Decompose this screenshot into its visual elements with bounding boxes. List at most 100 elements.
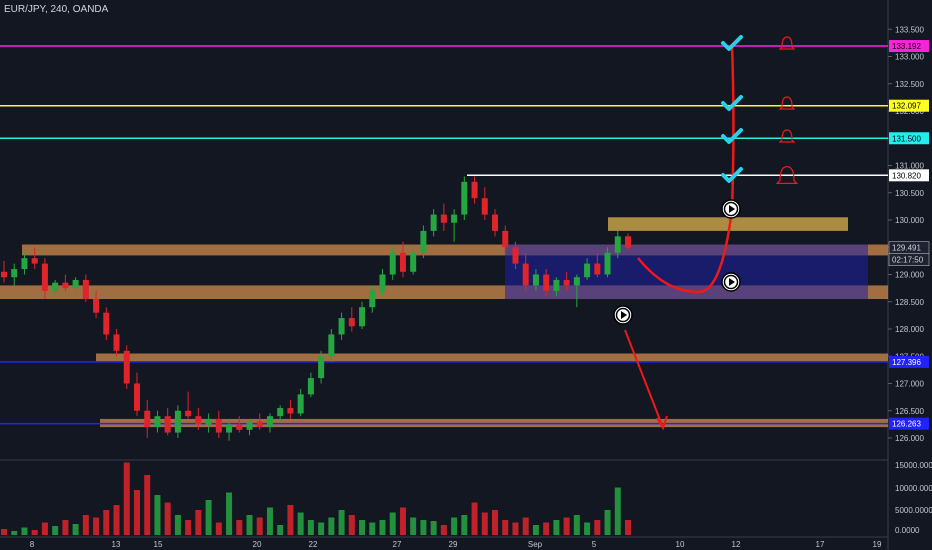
volume-bar xyxy=(481,512,488,535)
candle-body xyxy=(553,279,560,291)
candle-body xyxy=(277,408,284,417)
candle-body xyxy=(614,236,621,253)
volume-bar xyxy=(287,505,294,535)
volume-bar xyxy=(338,510,345,535)
volume-bar xyxy=(522,517,529,535)
check-icon xyxy=(721,95,743,111)
candle-body xyxy=(52,282,59,291)
candle-body xyxy=(72,279,79,289)
x-tick-label: 5 xyxy=(592,540,597,549)
candle-body xyxy=(307,378,314,395)
candle-body xyxy=(318,356,325,379)
x-tick-label: 13 xyxy=(112,540,121,549)
alert-bell-icon xyxy=(778,129,796,143)
volume-bar xyxy=(72,524,79,535)
volume-bar xyxy=(430,521,437,535)
candle-body xyxy=(123,350,130,384)
x-tick-label: 22 xyxy=(309,540,318,549)
volume-bar xyxy=(164,502,171,535)
y-tick-label: 128.500 xyxy=(895,298,924,307)
volume-bar xyxy=(451,517,458,535)
candle-body xyxy=(1,271,7,278)
volume-bar xyxy=(399,507,406,535)
candle-body xyxy=(246,421,253,430)
level-price-tag xyxy=(889,417,929,430)
volume-bar xyxy=(21,527,28,535)
zone-gold xyxy=(608,217,848,231)
y-tick-label: 130.500 xyxy=(895,189,924,198)
candle-body xyxy=(287,408,294,414)
candle-body xyxy=(410,252,417,272)
candle-body xyxy=(328,334,335,357)
candle-body xyxy=(604,252,611,275)
candle-body xyxy=(41,263,48,291)
volume-bar xyxy=(123,462,130,535)
volume-bar xyxy=(348,515,355,535)
candle-body xyxy=(584,263,591,278)
candle-body xyxy=(133,383,140,411)
volume-bar xyxy=(113,505,120,535)
volume-bar xyxy=(553,520,560,535)
level-price-label: 132.097 xyxy=(892,102,921,111)
candle-body xyxy=(154,416,161,428)
candle-body xyxy=(185,410,192,417)
candle-body xyxy=(461,181,468,215)
alert-bell-icon xyxy=(778,96,796,110)
x-tick-label: 29 xyxy=(449,540,458,549)
volume-bar xyxy=(584,522,591,535)
volume-bar xyxy=(11,531,18,535)
price-label: 129.491 xyxy=(892,244,921,253)
candle-body xyxy=(113,334,120,351)
volume-bar xyxy=(144,475,151,535)
volume-bar xyxy=(226,492,233,535)
check-icon xyxy=(721,35,743,51)
candle-body xyxy=(226,424,233,433)
level-price-tag xyxy=(889,132,929,145)
candle-body xyxy=(430,214,437,231)
volume-bar xyxy=(205,500,212,535)
y-tick-label: 126.500 xyxy=(895,407,924,416)
volume-bar xyxy=(256,517,263,535)
volume-bar xyxy=(532,525,539,535)
volume-tick-label: 15000.0000 xyxy=(895,461,932,470)
candle-body xyxy=(297,394,304,414)
candle-body xyxy=(266,416,273,428)
down-arrow-head xyxy=(656,415,668,431)
volume-bar xyxy=(297,512,304,535)
candle-body xyxy=(174,410,181,433)
candle-body xyxy=(93,299,100,313)
volume-bar xyxy=(389,512,396,535)
volume-bar xyxy=(1,529,7,535)
level-price-label: 127.396 xyxy=(892,358,921,367)
volume-bar xyxy=(185,520,192,535)
volume-bar xyxy=(41,522,48,535)
candle-body xyxy=(512,247,519,264)
candle-body xyxy=(451,214,458,223)
volume-bar xyxy=(512,522,519,535)
level-price-label: 126.263 xyxy=(892,420,921,429)
zone-orange xyxy=(22,244,888,256)
y-tick-label: 127.000 xyxy=(895,380,924,389)
x-tick-label: 8 xyxy=(30,540,35,549)
chart-title: EUR/JPY, 240, OANDA xyxy=(4,4,109,15)
y-tick-label: 126.000 xyxy=(895,434,924,443)
volume-bar xyxy=(236,520,243,535)
candle-body xyxy=(420,230,427,253)
volume-bar xyxy=(604,510,611,535)
x-tick-label: 20 xyxy=(253,540,262,549)
volume-bar xyxy=(614,487,621,535)
candle-body xyxy=(215,418,222,433)
y-tick-label: 128.000 xyxy=(895,325,924,334)
zone-orange xyxy=(96,353,888,362)
check-icon xyxy=(721,128,743,144)
x-tick-label: 12 xyxy=(732,540,741,549)
volume-tick-label: 5000.0000 xyxy=(895,506,932,515)
price-label-box xyxy=(888,253,930,266)
volume-bar xyxy=(154,495,161,535)
x-tick-label: 27 xyxy=(393,540,402,549)
candle-body xyxy=(522,263,529,286)
y-tick-label: 131.000 xyxy=(895,162,924,171)
candle-body xyxy=(236,424,243,430)
candle-body xyxy=(573,277,580,286)
